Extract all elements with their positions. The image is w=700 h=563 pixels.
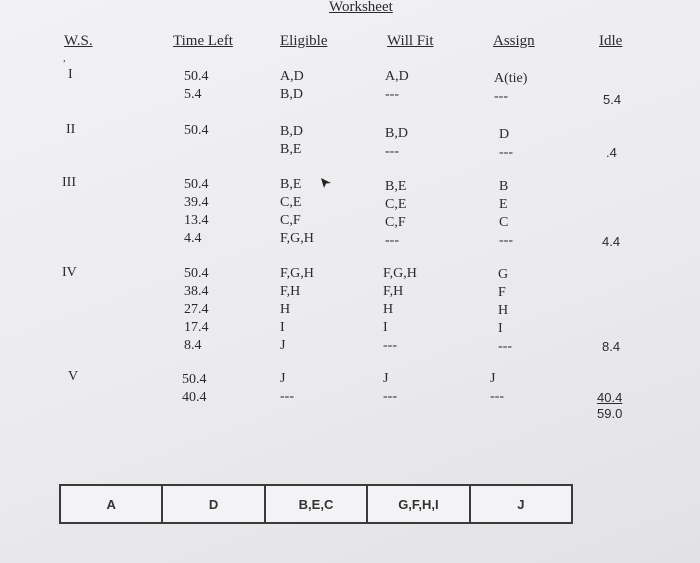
summary-box-1: A	[106, 496, 116, 512]
header-time-left: Time Left	[173, 33, 233, 49]
will-fit-5: J ---	[383, 371, 397, 404]
ws-label-4: IV	[62, 265, 77, 280]
idle-2: .4	[606, 145, 617, 160]
eligible-2: B,D B,E	[280, 124, 303, 157]
assign-1: A(tie) ---	[494, 71, 528, 104]
summary-box-4: G,F,H,I	[366, 486, 468, 522]
summary-box-5: J	[468, 486, 571, 522]
header-eligible: Eligible	[280, 33, 328, 49]
header-idle: Idle	[599, 33, 623, 49]
ws-label-5: V	[68, 369, 79, 384]
mouse-cursor-icon	[321, 178, 331, 188]
time-left-2: 50.4	[184, 123, 209, 138]
header-assign: Assign	[493, 33, 535, 49]
assign-3: B E C ---	[499, 179, 513, 248]
idle-total: 59.0	[597, 406, 623, 421]
assign-4: G F H I ---	[498, 267, 512, 354]
summary-box-3: B,E,C	[263, 486, 366, 522]
time-left-4: 50.4 38.4 27.4 17.4 8.4	[184, 266, 209, 353]
ws-label-2: II	[66, 122, 76, 137]
eligible-4: F,G,H F,H H I J	[280, 266, 314, 353]
eligible-5: J ---	[280, 371, 294, 404]
station-assignment-summary: A D B,E,C G,F,H,I J	[59, 484, 573, 524]
assign-2: D ---	[499, 127, 513, 160]
ws-label-1: I	[68, 67, 73, 82]
eligible-3: B,E C,E C,F F,G,H	[280, 177, 314, 246]
worksheet-title: Worksheet	[329, 0, 393, 15]
idle-4: 8.4	[602, 339, 621, 354]
idle-3: 4.4	[602, 234, 621, 249]
summary-box-2: D	[161, 486, 263, 522]
ws-label-3: III	[62, 175, 76, 190]
time-left-3: 50.4 39.4 13.4 4.4	[184, 177, 209, 246]
will-fit-1: A,D ---	[385, 69, 409, 102]
will-fit-3: B,E C,E C,F ---	[385, 179, 407, 248]
time-left-1: 50.4 5.4	[184, 69, 209, 102]
idle-1: 5.4	[603, 92, 622, 107]
idle-5: 40.4	[597, 390, 623, 405]
time-left-5: 50.4 40.4	[182, 372, 207, 405]
will-fit-4: F,G,H F,H H I ---	[383, 266, 417, 353]
eligible-1: A,D B,D	[280, 69, 304, 102]
header-ws: W.S.	[64, 33, 93, 49]
assign-5: J ---	[490, 371, 504, 404]
header-will-fit: Will Fit	[387, 33, 434, 49]
will-fit-2: B,D ---	[385, 126, 408, 159]
stray-mark: ,	[63, 52, 66, 64]
